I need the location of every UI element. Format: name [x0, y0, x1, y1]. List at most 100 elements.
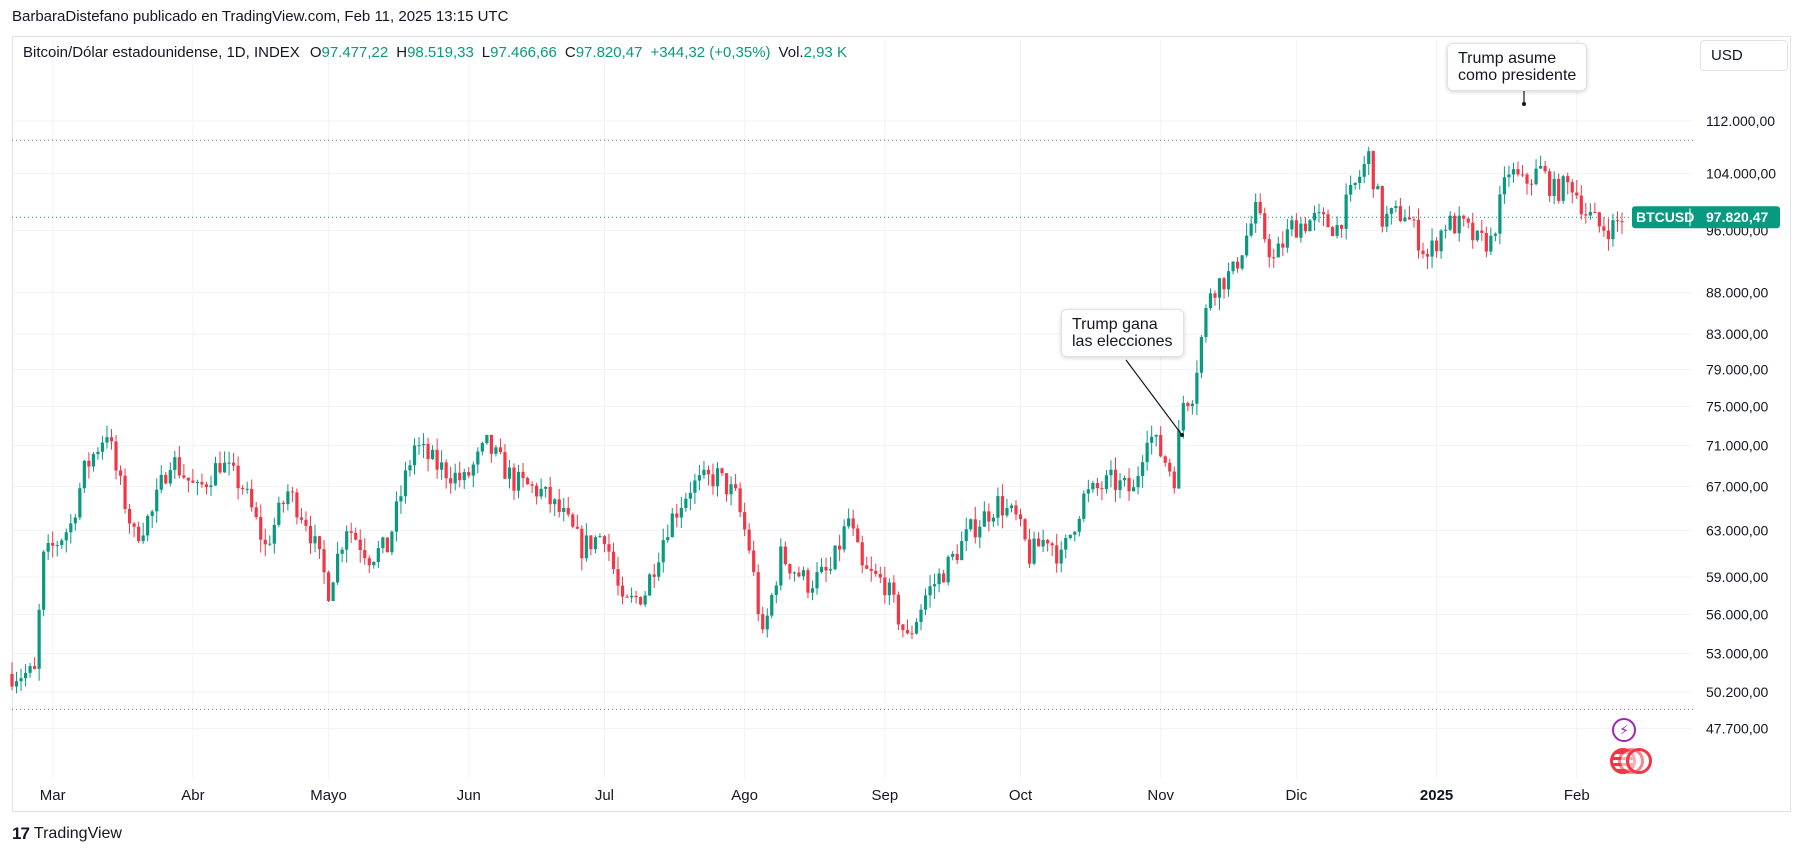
- candle: [213, 456, 218, 486]
- candle: [869, 556, 873, 582]
- candle: [828, 556, 833, 575]
- candle: [666, 524, 670, 543]
- candle: [743, 502, 747, 537]
- candle: [164, 471, 168, 485]
- price-tag-ticker: BTCUSD: [1636, 209, 1694, 225]
- candle: [241, 485, 245, 495]
- candle: [1281, 231, 1285, 257]
- candle: [779, 538, 783, 591]
- candle: [173, 450, 177, 479]
- candle: [1009, 503, 1014, 513]
- candle: [535, 482, 539, 505]
- x-tick-label: Sep: [871, 787, 898, 804]
- candle: [1014, 500, 1018, 521]
- candle: [756, 564, 760, 622]
- change-value: +344,32 (+0,35%): [650, 44, 771, 61]
- candle: [78, 482, 82, 520]
- candle: [1380, 185, 1384, 233]
- annotation-election[interactable]: Trump gana las elecciones: [1061, 309, 1184, 357]
- symbol-label[interactable]: Bitcoin/Dólar estadounidense, 1D, INDEX: [23, 44, 300, 61]
- candle: [530, 481, 534, 494]
- candle: [1032, 531, 1036, 566]
- candle: [485, 434, 489, 445]
- candle: [1529, 179, 1534, 196]
- candle: [1534, 159, 1538, 186]
- candle: [1100, 481, 1104, 501]
- candle: [1312, 205, 1317, 231]
- candle: [313, 524, 317, 553]
- candle: [973, 506, 977, 544]
- candles: [10, 146, 1624, 694]
- candle: [435, 438, 439, 479]
- candle: [1082, 490, 1086, 523]
- candle: [634, 590, 638, 604]
- candle: [562, 497, 566, 522]
- candle: [693, 474, 697, 505]
- candle: [390, 530, 394, 556]
- candle: [1367, 146, 1371, 176]
- candle: [1543, 160, 1547, 174]
- candle: [209, 475, 213, 497]
- candle: [878, 566, 882, 584]
- candle: [109, 429, 114, 450]
- candle: [150, 509, 154, 528]
- candle: [616, 556, 620, 596]
- candle: [874, 563, 878, 577]
- x-tick-label: Abr: [181, 787, 204, 804]
- candle: [1416, 208, 1421, 259]
- candle: [697, 464, 702, 491]
- candle: [1457, 206, 1461, 242]
- x-tick-label: Feb: [1564, 787, 1590, 804]
- candle: [1321, 207, 1326, 226]
- candle: [892, 575, 896, 603]
- candle: [263, 528, 267, 557]
- candle: [155, 478, 159, 523]
- flash-icon[interactable]: ⚡: [1612, 718, 1636, 742]
- candle: [1240, 254, 1244, 271]
- candle: [440, 450, 444, 480]
- candle: [661, 528, 665, 573]
- candle: [996, 487, 1000, 526]
- candle: [367, 555, 371, 574]
- annotation-inauguration[interactable]: Trump asume como presidente: [1447, 43, 1588, 91]
- candle: [824, 557, 828, 582]
- us-flag-icon[interactable]: [1610, 748, 1652, 774]
- footer-brand[interactable]: 17 TradingView: [12, 824, 122, 844]
- candle: [783, 541, 787, 566]
- high-label: H: [396, 44, 408, 61]
- candle: [1041, 529, 1045, 553]
- candle: [774, 581, 778, 604]
- candle: [611, 542, 616, 575]
- candle: [399, 485, 403, 514]
- candle: [1606, 218, 1611, 251]
- candle: [1480, 219, 1484, 241]
- candle: [14, 671, 19, 694]
- candle: [105, 425, 109, 449]
- candle: [290, 486, 294, 503]
- candle: [1462, 214, 1466, 227]
- candle: [1394, 200, 1398, 213]
- currency-button[interactable]: USD: [1700, 40, 1788, 71]
- candle: [430, 445, 435, 461]
- candle: [801, 566, 806, 581]
- candle: [444, 459, 448, 489]
- candle: [403, 461, 408, 504]
- candle: [1086, 479, 1090, 503]
- candle: [883, 566, 887, 604]
- candle: [1593, 202, 1597, 213]
- candle: [584, 523, 588, 562]
- candle: [643, 591, 647, 608]
- candle: [901, 623, 905, 638]
- candle: [498, 438, 503, 455]
- candle: [408, 460, 412, 477]
- candle: [1353, 182, 1357, 190]
- candle: [1507, 165, 1511, 187]
- candle: [548, 476, 552, 513]
- candle: [453, 463, 457, 491]
- grid: [12, 40, 1692, 778]
- candle: [1226, 262, 1231, 297]
- candle: [1104, 470, 1109, 494]
- candle: [987, 503, 991, 532]
- volume-label: Vol.: [778, 44, 804, 61]
